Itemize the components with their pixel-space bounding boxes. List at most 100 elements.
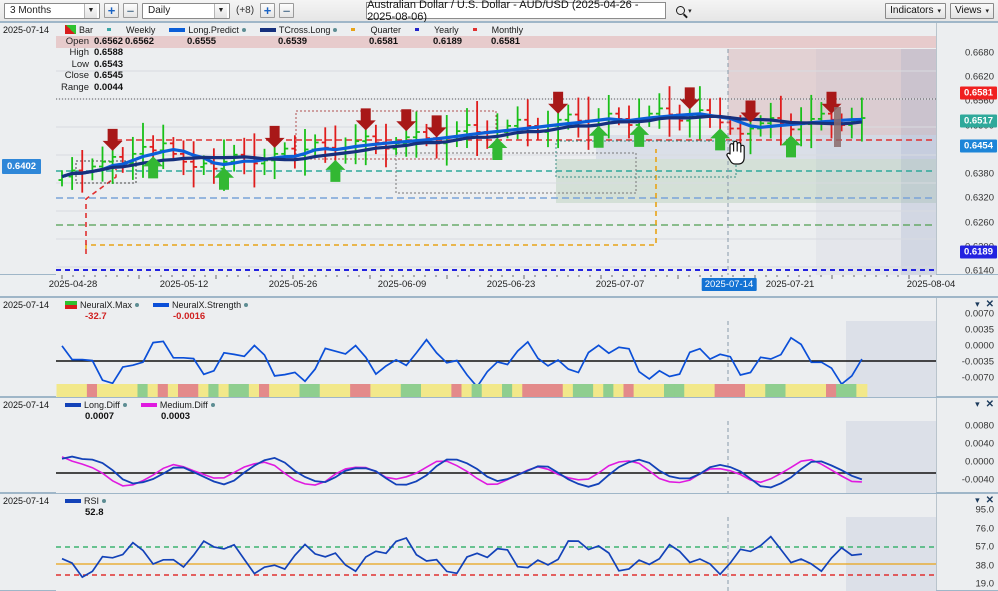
axis-tick-label: -0.0035 xyxy=(961,356,994,368)
ohlc-key: Open xyxy=(65,36,89,47)
offset-decrease-button[interactable]: – xyxy=(279,3,295,18)
axis-tick-label: -0.0070 xyxy=(961,372,994,384)
chevron-down-icon[interactable]: ▾ xyxy=(975,495,980,505)
ohlc-value: 0.6543 xyxy=(94,58,124,70)
close-icon[interactable]: ✕ xyxy=(985,495,994,506)
rsi-panel[interactable]: 2025-07-14 RSI 52.8 ▾ ✕ 95.0 76.0 57.0 38.0… xyxy=(0,493,998,591)
chevron-down-icon: ▾ xyxy=(985,7,989,15)
diff-panel[interactable]: 2025-07-14 Long.Diff Medium.Diff 0.0007 0.… xyxy=(0,397,998,494)
close-icon[interactable]: ✕ xyxy=(985,299,994,310)
heatmap-icon xyxy=(65,300,77,309)
legend-item-label: Monthly xyxy=(491,24,524,35)
period-decrease-button[interactable]: – xyxy=(123,3,138,18)
time-axis-label[interactable]: 2025-05-12 xyxy=(159,279,209,290)
close-icon[interactable]: ✕ xyxy=(985,399,994,410)
views-button[interactable]: Views ▾ xyxy=(949,2,994,19)
neuralx-value-axis[interactable]: 0.0070 0.0035 0.0000 -0.0035 -0.0070 xyxy=(936,298,998,396)
ohlc-row: Close 0.6545 xyxy=(56,70,123,81)
price-chart-panel[interactable]: 2025-07-14 Bar Weekly Long.Predict TCross.L… xyxy=(0,22,998,298)
indicators-button[interactable]: Indicators ▾ xyxy=(885,2,946,19)
price-legend-values: 0.6562 0.6555 0.6539 0.6581 0.6189 0.6581 xyxy=(0,36,998,48)
time-axis-label[interactable]: 2025-07-21 xyxy=(765,279,815,290)
period-select[interactable]: 3 Months ▼ xyxy=(4,2,100,19)
axis-tick-label: 76.0 xyxy=(975,523,995,534)
axis-tick-label: 0.6620 xyxy=(964,71,994,83)
legend-item-rsi[interactable]: RSI xyxy=(65,496,107,506)
sell-signal-arrow xyxy=(396,109,417,132)
time-axis[interactable]: 2025-04-28 2025-05-12 2025-05-26 2025-06-09… xyxy=(0,275,998,297)
legend-item-long-predict[interactable]: Long.Predict xyxy=(169,25,246,35)
time-axis-label[interactable]: 2025-07-07 xyxy=(595,279,645,290)
chevron-down-icon[interactable]: ▾ xyxy=(975,399,980,409)
price-level-badge[interactable]: 0.6517 xyxy=(959,114,997,128)
rsi-legend: 2025-07-14 RSI xyxy=(0,494,998,507)
legend-item-bar[interactable]: Bar xyxy=(65,25,93,35)
neuralx-strength-line xyxy=(61,336,863,389)
neuralx-panel[interactable]: 2025-07-14 NeuralX.Max NeuralX.Strength -… xyxy=(0,297,998,398)
chevron-down-icon[interactable]: ▼ xyxy=(214,3,227,18)
legend-item-weekly[interactable]: Weekly xyxy=(107,25,155,35)
views-label: Views xyxy=(954,5,982,16)
axis-tick-label: 0.6380 xyxy=(964,168,994,180)
rsi-legend-date: 2025-07-14 xyxy=(3,495,50,506)
neuralx-panel-controls[interactable]: ▾ ✕ xyxy=(975,299,994,310)
offset-label: (+8) xyxy=(236,5,255,16)
time-axis-label[interactable]: 2025-07-14 xyxy=(701,278,757,291)
legend-item-monthly[interactable]: Monthly xyxy=(472,24,524,35)
time-axis-label[interactable]: 2025-06-09 xyxy=(377,279,427,290)
time-axis-label[interactable]: 2025-08-04 xyxy=(906,279,956,290)
chevron-down-icon[interactable]: ▾ xyxy=(975,299,980,309)
settings-dot-icon[interactable] xyxy=(102,498,107,503)
price-chart-svg xyxy=(56,49,936,298)
last-bar-marker xyxy=(834,107,841,147)
price-plot-area[interactable] xyxy=(56,49,936,298)
legend-item-medium-diff[interactable]: Medium.Diff xyxy=(140,400,215,410)
diff-panel-controls[interactable]: ▾ ✕ xyxy=(975,399,994,410)
sell-signal-arrow xyxy=(426,115,447,138)
rsi-plot-area[interactable] xyxy=(56,517,936,591)
chevron-down-icon[interactable]: ▾ xyxy=(688,7,692,15)
time-axis-label[interactable]: 2025-06-23 xyxy=(486,279,536,290)
rsi-panel-controls[interactable]: ▾ ✕ xyxy=(975,495,994,506)
settings-dot-icon[interactable] xyxy=(210,402,215,407)
legend-item-yearly[interactable]: Yearly xyxy=(414,25,459,35)
legend-item-long-diff[interactable]: Long.Diff xyxy=(65,400,127,410)
legend-item-neuralx-max[interactable]: NeuralX.Max xyxy=(65,299,140,310)
axis-tick-label: 38.0 xyxy=(975,560,995,571)
settings-dot-icon[interactable] xyxy=(122,402,127,407)
time-axis-label[interactable]: 2025-05-26 xyxy=(268,279,318,290)
price-legend-date: 2025-07-14 xyxy=(3,24,50,35)
chevron-down-icon[interactable]: ▼ xyxy=(84,3,97,18)
interval-select[interactable]: Daily ▼ xyxy=(142,2,230,19)
price-level-badge[interactable]: 0.6454 xyxy=(959,139,997,153)
buy-signal-arrow xyxy=(325,159,346,182)
price-value-axis[interactable]: 0.66800.66200.65600.65000.64400.63800.63… xyxy=(936,23,998,277)
ohlc-readout: Open 0.6562 High 0.6588 Low 0.6543 Close 0.6545… xyxy=(56,36,123,93)
axis-tick-label: 0.0035 xyxy=(964,324,994,336)
offset-increase-button[interactable]: + xyxy=(260,3,276,18)
line-swatch-icon xyxy=(351,28,368,31)
legend-item-quarter[interactable]: Quarter xyxy=(351,25,401,35)
settings-dot-icon[interactable] xyxy=(241,27,246,32)
price-level-badge[interactable]: 0.6581 xyxy=(959,86,997,100)
search-button[interactable]: ▾ xyxy=(676,6,692,15)
settings-dot-icon[interactable] xyxy=(244,302,249,307)
legend-item-label: NeuralX.Max xyxy=(80,299,133,310)
rsi-value-axis[interactable]: 95.0 76.0 57.0 38.0 19.0 xyxy=(936,494,998,590)
line-swatch-icon xyxy=(414,28,431,31)
settings-dot-icon[interactable] xyxy=(333,27,338,32)
legend-item-neuralx-strength[interactable]: NeuralX.Strength xyxy=(153,300,249,310)
settings-dot-icon[interactable] xyxy=(135,302,140,307)
diff-value-axis[interactable]: 0.0080 0.0040 0.0000 -0.0040 xyxy=(936,398,998,492)
period-increase-button[interactable]: + xyxy=(104,3,119,18)
sell-signal-arrow xyxy=(264,125,285,148)
legend-item-tcross-long[interactable]: TCross.Long xyxy=(259,25,338,35)
diff-plot-area[interactable] xyxy=(56,421,936,494)
neuralx-plot-area[interactable] xyxy=(56,321,936,398)
time-axis-label[interactable]: 2025-04-28 xyxy=(48,279,98,290)
ohlc-row: Low 0.6543 xyxy=(56,58,124,70)
ohlc-value: 0.0044 xyxy=(94,81,124,93)
price-level-badge[interactable]: 0.6189 xyxy=(959,245,997,259)
symbol-input[interactable]: Australian Dollar / U.S. Dollar - AUD/US… xyxy=(366,0,667,23)
neuralx-legend-values: -32.7 -0.0016 xyxy=(0,311,998,323)
